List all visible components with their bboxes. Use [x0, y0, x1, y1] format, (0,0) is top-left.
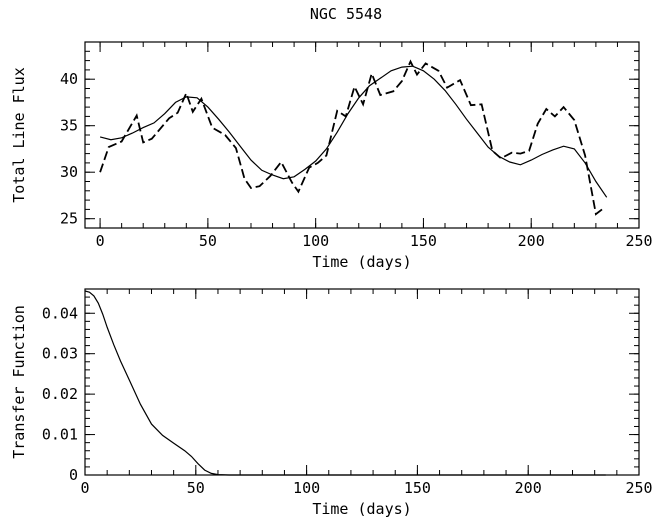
flux-y-tick-label: 30	[60, 163, 78, 181]
flux-plot-frame	[84, 41, 640, 229]
transfer-x-tick-label: 150	[404, 479, 431, 497]
transfer-y-tick-label: 0.04	[42, 304, 78, 322]
transfer-x-tick-label: 250	[625, 479, 652, 497]
flux-x-tick-label: 150	[410, 232, 437, 250]
flux-series-line-dashed	[99, 59, 606, 216]
transfer-y-tick-label: 0.03	[42, 345, 78, 363]
transfer-series-group	[84, 290, 606, 476]
transfer-x-tick-label: 50	[187, 479, 205, 497]
transfer-x-tick-label: 200	[515, 479, 542, 497]
transfer-y-tick-label: 0	[69, 466, 78, 484]
flux-x-tick-label: 0	[96, 232, 105, 250]
flux-axis-ticks: 0 50 100 150 200 250 25 30 35 40	[60, 41, 653, 250]
chart-title: NGC 5548	[310, 5, 382, 23]
flux-y-axis-label: Total Line Flux	[10, 67, 28, 202]
transfer-y-axis-label: Transfer Function	[10, 305, 28, 459]
flux-x-axis-label: Time (days)	[312, 253, 411, 271]
flux-x-tick-label: 100	[302, 232, 329, 250]
flux-y-tick-label: 40	[60, 70, 78, 88]
transfer-plot-frame	[84, 288, 640, 476]
transfer-panel: 0 50 100 150 200 250 0 0.01 0.02 0.03 0.04 Time (d…	[10, 288, 653, 518]
flux-x-tick-label: 250	[625, 232, 652, 250]
transfer-series-line-solid	[84, 290, 606, 476]
transfer-axis-ticks: 0 50 100 150 200 250 0 0.01 0.02 0.03 0.04	[42, 288, 653, 497]
transfer-y-tick-label: 0.02	[42, 385, 78, 403]
flux-panel: NGC 5548 0 50 100 150 200 250 25 30 35 40 Time (d…	[10, 5, 653, 271]
flux-y-tick-label: 25	[60, 210, 78, 228]
flux-x-tick-label: 200	[518, 232, 545, 250]
flux-x-tick-label: 50	[199, 232, 217, 250]
flux-y-tick-label: 35	[60, 117, 78, 135]
transfer-x-axis-label: Time (days)	[312, 500, 411, 518]
transfer-y-tick-label: 0.01	[42, 426, 78, 444]
flux-series-group	[99, 59, 608, 216]
flux-series-line-solid	[99, 65, 608, 198]
transfer-x-tick-label: 0	[80, 479, 89, 497]
transfer-x-tick-label: 100	[293, 479, 320, 497]
